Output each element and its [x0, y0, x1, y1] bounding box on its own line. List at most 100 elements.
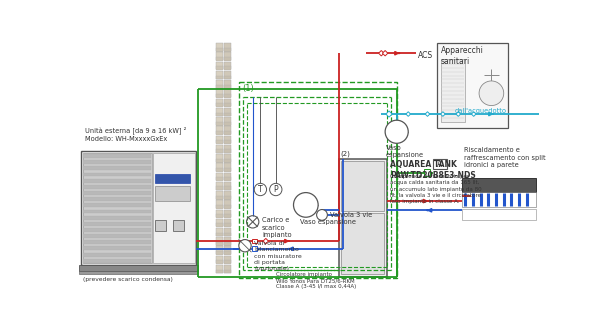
Bar	[216, 256, 223, 263]
Bar	[224, 246, 231, 254]
Bar	[224, 135, 231, 143]
Bar	[83, 210, 151, 214]
Bar	[216, 126, 223, 134]
Bar	[216, 237, 223, 245]
Bar	[216, 214, 223, 218]
Bar	[224, 150, 231, 153]
Bar	[155, 174, 189, 183]
Text: P: P	[273, 185, 278, 194]
Bar	[83, 166, 151, 170]
Bar	[224, 260, 231, 264]
Bar	[224, 108, 231, 115]
Text: Riscaldamento e
raffrescamento con split
idronici a parete: Riscaldamento e raffrescamento con split…	[463, 147, 545, 168]
Bar	[224, 71, 231, 79]
Bar	[216, 210, 223, 217]
Bar	[224, 163, 231, 171]
Text: ACS: ACS	[418, 51, 433, 60]
Bar	[83, 160, 151, 164]
Polygon shape	[386, 111, 392, 117]
Circle shape	[270, 183, 282, 196]
Bar	[224, 177, 231, 181]
Bar	[224, 228, 231, 236]
Bar	[224, 154, 231, 162]
Bar	[239, 82, 397, 278]
Bar	[224, 237, 231, 245]
Bar	[224, 200, 231, 208]
Bar	[224, 251, 231, 255]
Bar	[224, 196, 231, 199]
Bar	[224, 85, 231, 89]
Bar	[462, 178, 536, 192]
Bar	[252, 239, 257, 243]
Bar	[224, 90, 231, 97]
Bar	[224, 52, 231, 60]
Bar	[252, 246, 257, 251]
Bar	[224, 75, 231, 79]
Text: (2): (2)	[341, 151, 350, 157]
Bar	[216, 80, 223, 88]
Polygon shape	[379, 51, 384, 56]
Bar	[216, 75, 223, 79]
Polygon shape	[382, 51, 388, 56]
Bar	[216, 94, 223, 98]
Bar	[216, 242, 223, 246]
Bar	[437, 43, 508, 128]
Bar	[224, 117, 231, 125]
Text: TA: TA	[434, 160, 443, 169]
Bar	[216, 233, 223, 236]
Bar	[216, 135, 223, 143]
Bar	[83, 234, 151, 238]
Bar	[224, 191, 231, 199]
Bar	[83, 154, 151, 158]
Bar	[216, 223, 223, 227]
Bar	[216, 159, 223, 163]
Bar	[216, 270, 223, 274]
Bar	[341, 213, 384, 274]
Bar	[224, 205, 231, 209]
Bar	[83, 240, 151, 244]
Text: Vaso espansione: Vaso espansione	[299, 219, 356, 225]
Bar	[224, 99, 231, 106]
Bar	[83, 222, 151, 226]
Bar	[224, 270, 231, 274]
Bar	[440, 59, 465, 122]
Circle shape	[239, 239, 251, 252]
Bar	[224, 186, 231, 190]
Bar	[433, 159, 446, 169]
Bar	[79, 271, 198, 274]
Bar	[224, 126, 231, 134]
Circle shape	[385, 120, 408, 143]
Circle shape	[293, 193, 318, 217]
Bar	[216, 163, 223, 171]
Bar	[216, 43, 223, 51]
Bar	[224, 122, 231, 126]
Bar	[83, 179, 151, 183]
Bar	[224, 62, 231, 70]
Bar	[216, 200, 223, 208]
Bar	[83, 197, 151, 201]
Bar	[83, 191, 151, 195]
Bar	[224, 66, 231, 70]
Bar	[224, 168, 231, 172]
Bar	[216, 196, 223, 199]
Bar	[224, 159, 231, 163]
Polygon shape	[425, 112, 430, 116]
Bar	[83, 173, 151, 176]
Bar	[216, 205, 223, 209]
Polygon shape	[456, 112, 460, 116]
Bar	[216, 145, 223, 153]
Bar	[224, 210, 231, 217]
Bar	[224, 113, 231, 116]
Text: Circolatore impianto
Wilo Yonos Para DT25/6-RKM
Classe A (3-45 l/l max 0,44A): Circolatore impianto Wilo Yonos Para DT2…	[276, 272, 356, 289]
Circle shape	[479, 81, 504, 106]
Text: Valvola di
bilanciamento
con misuratore
di portata
(opzionale): Valvola di bilanciamento con misuratore …	[254, 241, 302, 271]
Text: Vaso
espansione: Vaso espansione	[386, 145, 424, 158]
Bar	[83, 259, 151, 263]
Bar	[216, 99, 223, 106]
Bar	[216, 108, 223, 115]
Bar	[152, 153, 195, 263]
Text: Comprende un serbatoio per
acqua calda sanitaria da 165 llt,
un accumulo lato im: Comprende un serbatoio per acqua calda s…	[390, 174, 482, 204]
Bar	[224, 214, 231, 218]
Bar	[216, 246, 223, 254]
Bar	[341, 161, 384, 211]
